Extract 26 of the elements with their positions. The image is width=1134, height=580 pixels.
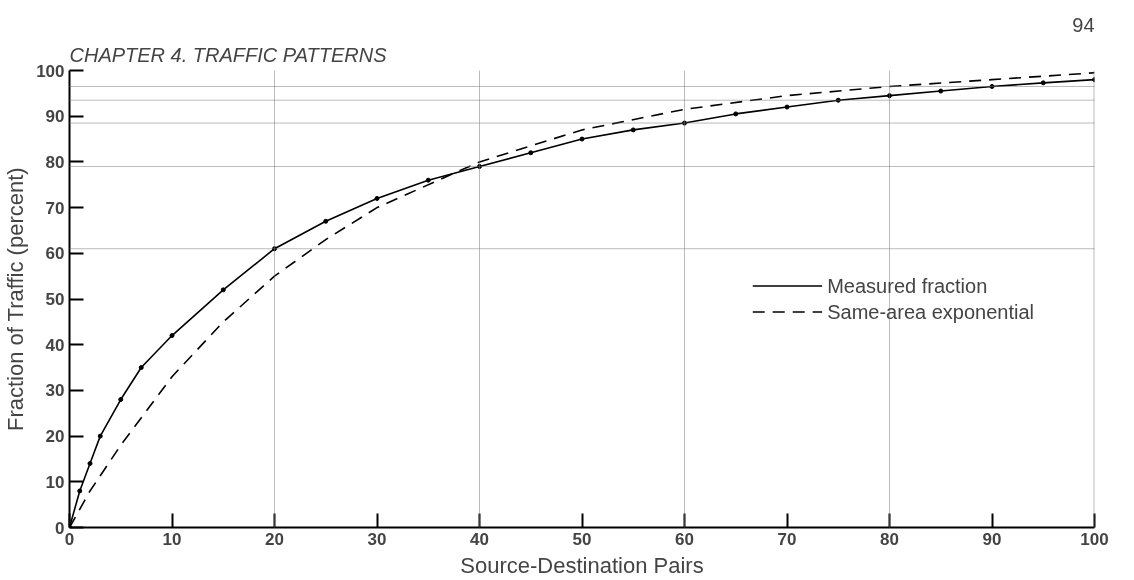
x-tick-label: 40 xyxy=(470,529,489,549)
y-tick-label: 60 xyxy=(45,244,65,264)
x-tick-label: 10 xyxy=(162,529,182,549)
x-tick-label: 70 xyxy=(777,529,797,549)
y-tick-label: 100 xyxy=(36,61,65,81)
x-tick-label: 60 xyxy=(675,529,694,549)
x-tick-label: 80 xyxy=(880,529,899,549)
y-tick-label: 40 xyxy=(45,335,65,355)
y-tick-label: 90 xyxy=(45,107,65,127)
y-tick-label: 10 xyxy=(45,472,65,492)
y-tick-label: 50 xyxy=(45,290,65,309)
x-tick-label: 30 xyxy=(367,529,387,549)
x-tick-label: 100 xyxy=(1080,529,1109,549)
y-tick-label: 30 xyxy=(45,381,65,401)
x-tick-label: 20 xyxy=(265,529,284,549)
x-tick-label: 90 xyxy=(982,529,1002,549)
x-tick-label: 50 xyxy=(572,529,592,549)
x-axis-title: Source-Destination Pairs xyxy=(460,552,704,578)
legend-label: Measured fraction xyxy=(827,274,988,297)
y-tick-label: 80 xyxy=(45,152,65,172)
y-tick-label: 20 xyxy=(45,427,65,447)
y-axis-title: Fraction of Traffic (percent) xyxy=(3,167,29,432)
text: CHAPTER 4. TRAFFIC PATTERNS xyxy=(69,43,388,66)
y-tick-label: 70 xyxy=(45,198,65,218)
text: 94 xyxy=(1072,13,1095,36)
legend-label: Same-area exponential xyxy=(827,300,1034,323)
